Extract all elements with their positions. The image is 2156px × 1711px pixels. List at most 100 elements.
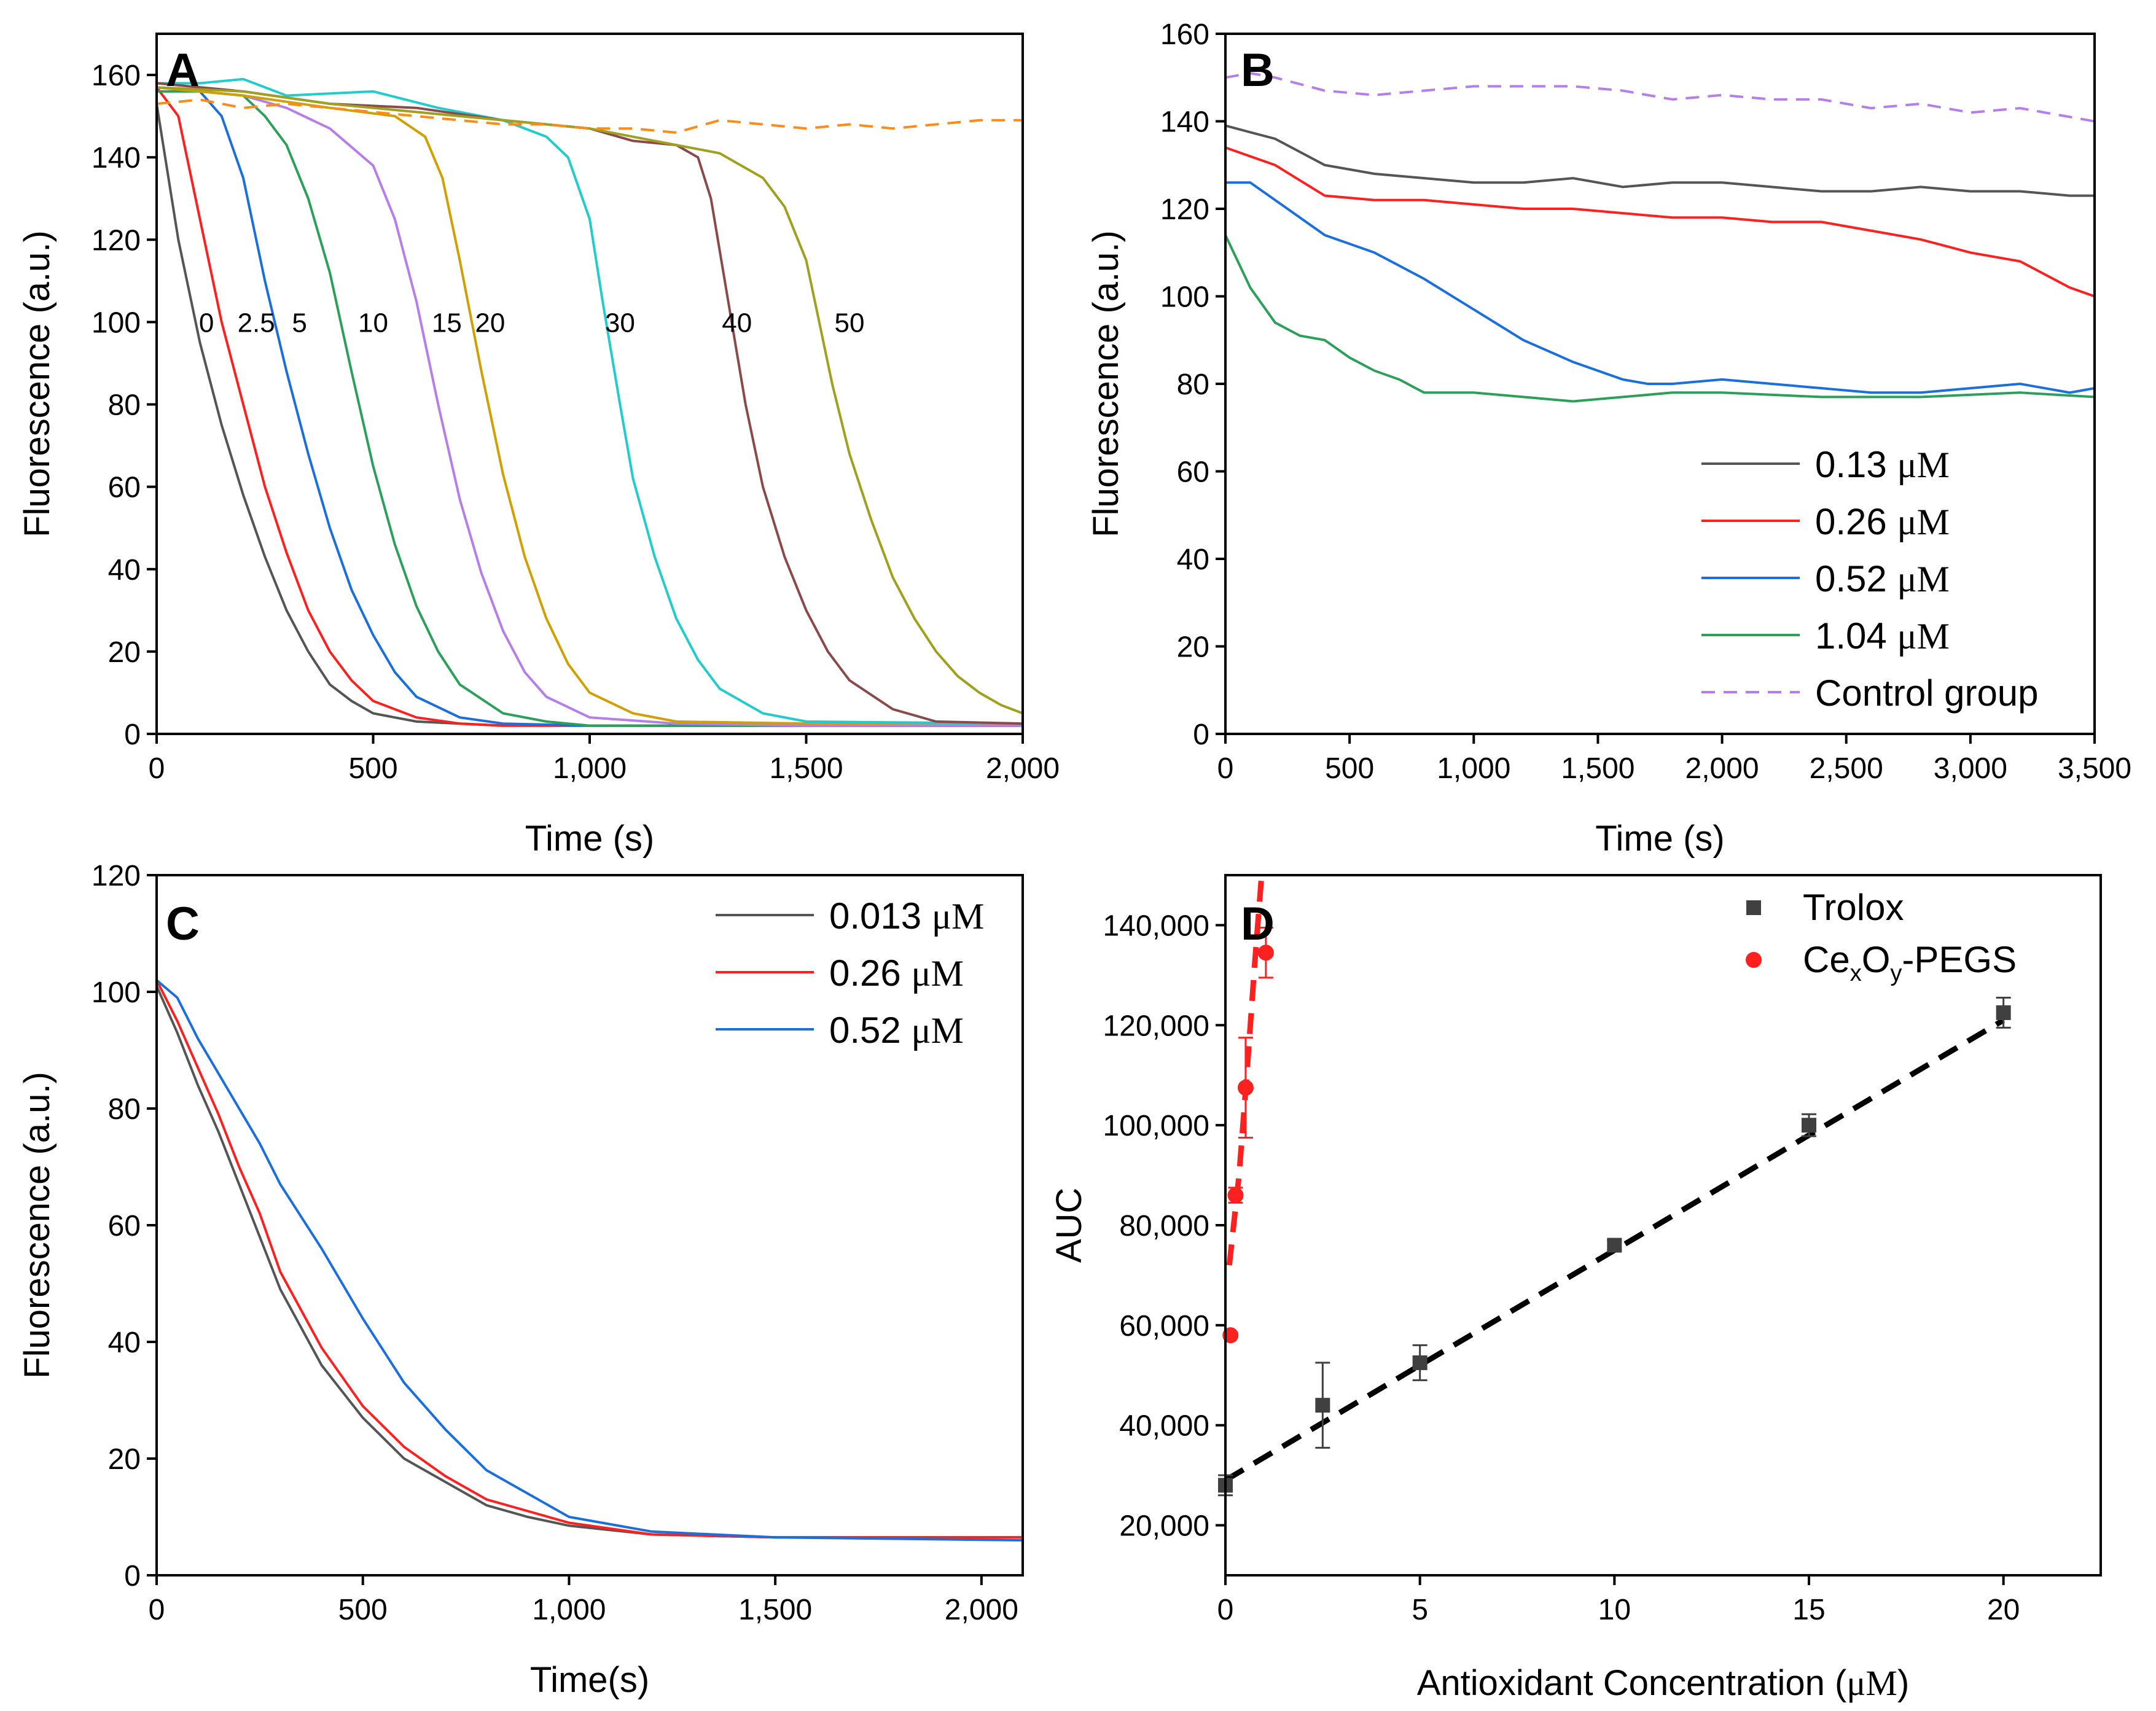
legend-entry: 0.52 μM bbox=[829, 1010, 964, 1051]
y-tick-label: 80 bbox=[108, 389, 141, 422]
series-line-30 bbox=[157, 77, 1023, 725]
x-tick-label: 1,500 bbox=[769, 752, 843, 785]
data-point-trolox bbox=[1996, 1005, 2011, 1020]
curve-label: 0 bbox=[199, 308, 214, 338]
curve-label: 10 bbox=[358, 308, 388, 338]
curve-label: 50 bbox=[835, 308, 865, 338]
x-tick-label: 2,000 bbox=[986, 752, 1060, 785]
y-tick-label: 0 bbox=[124, 1560, 141, 1592]
legend-marker bbox=[1746, 900, 1761, 915]
y-tick-label: 100 bbox=[1160, 281, 1209, 314]
y-tick-label: 40 bbox=[1177, 544, 1209, 576]
y-tick-label: 0 bbox=[1193, 719, 1209, 751]
legend-entry: Trolox bbox=[1803, 887, 1904, 928]
curve-label: 40 bbox=[722, 308, 752, 338]
series-line-0-26-M bbox=[1225, 146, 2095, 298]
series-line-50 bbox=[157, 86, 1023, 715]
x-tick-label: 2,000 bbox=[945, 1594, 1018, 1626]
y-tick-label: 120 bbox=[92, 224, 141, 257]
y-tick-label: 160 bbox=[92, 60, 141, 92]
plot-frame bbox=[1224, 874, 2102, 1577]
panel-letter-D: D bbox=[1241, 898, 1275, 950]
legend-entry: 0.013 μM bbox=[829, 895, 984, 937]
panel-C: 0 500 1,000 1,500 2,000 0 20 40 60 80 100 120 Time(s… bbox=[17, 860, 1024, 1700]
x-tick-label: 1,000 bbox=[553, 752, 627, 785]
x-tick-label: 15 bbox=[1792, 1594, 1825, 1626]
data-point-trolox bbox=[1802, 1118, 1816, 1133]
y-tick-label: 100 bbox=[92, 306, 141, 339]
legend-entry: 1.04 μM bbox=[1815, 615, 1950, 657]
series-line-15 bbox=[157, 86, 1023, 727]
x-tick-label: 20 bbox=[1987, 1594, 2020, 1626]
plot-frame bbox=[155, 33, 1024, 735]
y-axis-label: Fluorescence (a.u.) bbox=[17, 1072, 57, 1379]
y-tick-label: 40 bbox=[108, 554, 141, 587]
y-tick-label: 80 bbox=[108, 1093, 141, 1126]
series-line-0-52-M bbox=[157, 979, 1023, 1541]
data-point-ceo bbox=[1257, 945, 1274, 961]
panel-letter-C: C bbox=[166, 898, 200, 950]
x-tick-label: 0 bbox=[1217, 752, 1234, 785]
y-tick-label: 80 bbox=[1177, 368, 1209, 401]
y-tick-label: 120,000 bbox=[1103, 1010, 1209, 1042]
x-tick-label: 1,000 bbox=[1437, 752, 1510, 785]
curve-label: 5 bbox=[292, 308, 307, 338]
series-line-0-013-M bbox=[157, 985, 1023, 1539]
panel-letter-B: B bbox=[1241, 44, 1275, 96]
data-point-ceo bbox=[1237, 1080, 1254, 1096]
y-tick-label: 20 bbox=[108, 636, 141, 669]
series-line-0-26-M bbox=[157, 980, 1023, 1539]
data-point-trolox bbox=[1607, 1237, 1622, 1253]
x-tick-label: 2,500 bbox=[1810, 752, 1883, 785]
x-tick-label: 0 bbox=[1217, 1594, 1234, 1626]
x-axis-label: Time (s) bbox=[1595, 819, 1724, 859]
x-axis-label: Time(s) bbox=[530, 1660, 649, 1700]
x-tick-label: 5 bbox=[1412, 1594, 1428, 1626]
y-tick-label: 20 bbox=[108, 1443, 141, 1476]
y-tick-label: 60 bbox=[1177, 456, 1209, 489]
x-tick-label: 1,000 bbox=[532, 1594, 606, 1626]
y-tick-label: 120 bbox=[92, 860, 141, 892]
x-tick-label: 1,500 bbox=[738, 1594, 812, 1626]
curve-label: 2.5 bbox=[238, 308, 275, 338]
curve-label: 20 bbox=[475, 308, 505, 338]
series-line-2-5 bbox=[157, 86, 1023, 727]
y-tick-label: 100,000 bbox=[1103, 1110, 1209, 1142]
y-tick-label: 40 bbox=[108, 1327, 141, 1359]
series-line-1-04-M bbox=[1225, 234, 2095, 403]
series-line-0-52-M bbox=[1225, 181, 2095, 394]
data-point-ceo bbox=[1227, 1187, 1244, 1204]
x-tick-label: 500 bbox=[338, 1594, 388, 1626]
x-tick-label: 0 bbox=[149, 1594, 165, 1626]
legend-entry: Control group bbox=[1815, 672, 2039, 714]
legend-marker bbox=[1746, 952, 1762, 968]
series-line-5 bbox=[157, 86, 1023, 727]
x-tick-label: 500 bbox=[1325, 752, 1374, 785]
fit-line-CexOy-PEGS bbox=[1226, 875, 1265, 1266]
y-tick-label: 140 bbox=[92, 142, 141, 174]
data-point-trolox bbox=[1412, 1355, 1428, 1370]
series-line-0 bbox=[157, 103, 1023, 727]
curve-label: 15 bbox=[432, 308, 462, 338]
series-line-Control-group bbox=[1225, 72, 2095, 123]
y-tick-label: 40,000 bbox=[1119, 1410, 1209, 1443]
x-tick-label: 500 bbox=[348, 752, 397, 785]
x-axis-label: Antioxidant Concentration (μM) bbox=[1417, 1663, 1910, 1703]
y-tick-label: 120 bbox=[1160, 193, 1209, 226]
y-tick-label: 20,000 bbox=[1119, 1510, 1209, 1543]
y-tick-label: 60,000 bbox=[1119, 1310, 1209, 1343]
y-axis-label: Fluorescence (a.u.) bbox=[17, 230, 57, 537]
panel-D: 0 5 10 15 20 20,000 40,000 60,000 80,000 100,000 1… bbox=[1049, 874, 2102, 1703]
panel-letter-A: A bbox=[166, 44, 200, 96]
x-tick-label: 2,000 bbox=[1685, 752, 1759, 785]
y-tick-label: 0 bbox=[124, 719, 141, 751]
series-line-Control bbox=[157, 98, 1023, 134]
series-line-20 bbox=[157, 86, 1023, 725]
y-tick-label: 100 bbox=[92, 976, 141, 1009]
legend-entry: 0.52 μM bbox=[1815, 558, 1950, 599]
y-tick-label: 20 bbox=[1177, 631, 1209, 664]
x-tick-label: 3,500 bbox=[2058, 752, 2131, 785]
x-tick-label: 3,000 bbox=[1934, 752, 2007, 785]
series-line-10 bbox=[157, 90, 1023, 727]
